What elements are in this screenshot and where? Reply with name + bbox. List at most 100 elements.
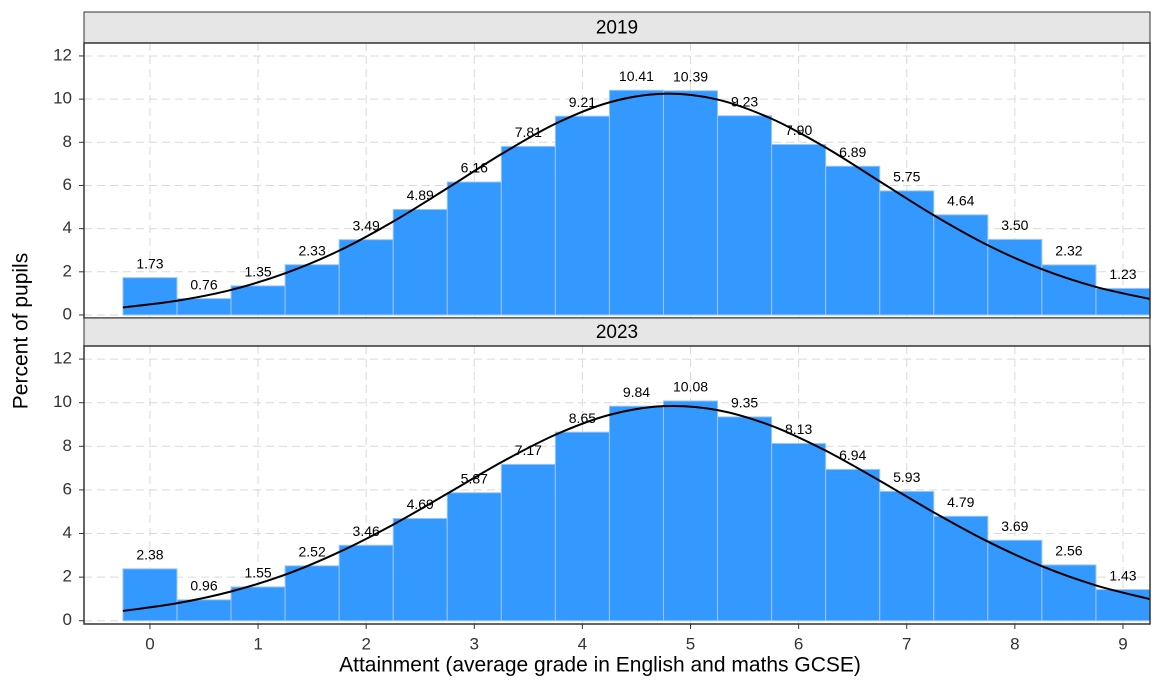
bar <box>717 416 773 622</box>
value-label: 1.35 <box>244 264 271 280</box>
value-label: 7.17 <box>515 442 542 458</box>
value-label: 2.38 <box>136 547 163 563</box>
y-tick-label: 0 <box>63 304 72 323</box>
y-tick-label: 12 <box>53 45 72 64</box>
value-label: 1.55 <box>244 565 271 581</box>
bar <box>987 238 1043 316</box>
bar <box>825 165 881 316</box>
value-label: 9.84 <box>623 384 650 400</box>
bar <box>176 298 232 316</box>
bar <box>446 181 502 316</box>
bar <box>284 565 340 622</box>
value-label: 5.75 <box>893 169 920 185</box>
y-axis-label: Percent of pupils <box>10 253 33 409</box>
value-label: 5.93 <box>893 469 920 485</box>
y-tick-label: 0 <box>63 610 72 629</box>
value-label: 10.08 <box>673 379 708 395</box>
value-label: 2.32 <box>1055 243 1082 259</box>
density-curve <box>122 404 1151 612</box>
value-label: 7.81 <box>515 124 542 140</box>
bar <box>392 517 448 622</box>
bar <box>825 468 881 622</box>
y-tick-label: 10 <box>53 392 72 411</box>
bar <box>554 115 610 316</box>
value-label: 3.49 <box>353 217 380 233</box>
strip <box>83 11 1151 44</box>
value-label: 2.56 <box>1055 543 1082 559</box>
bar <box>1095 589 1150 622</box>
value-label: 1.43 <box>1109 567 1136 583</box>
value-label: 4.69 <box>407 496 434 512</box>
value-label: 2.33 <box>298 242 325 258</box>
value-label: 9.21 <box>569 94 596 110</box>
y-tick-label: 2 <box>63 567 72 586</box>
value-label: 0.76 <box>190 276 217 292</box>
value-label: 4.64 <box>947 193 974 209</box>
x-tick-label: 7 <box>902 634 911 653</box>
x-tick-label: 3 <box>470 634 479 653</box>
x-tick-label: 6 <box>794 634 803 653</box>
value-label: 0.96 <box>190 578 217 594</box>
value-label: 10.41 <box>619 68 654 84</box>
bar <box>879 490 935 622</box>
y-tick-label: 8 <box>63 436 72 455</box>
bar <box>122 568 178 622</box>
bar <box>446 492 502 622</box>
bar <box>554 431 610 622</box>
bar <box>176 599 232 622</box>
value-label: 4.89 <box>407 187 434 203</box>
density-curve <box>122 92 1151 309</box>
value-label: 10.39 <box>673 68 708 84</box>
bar <box>230 586 286 622</box>
bar <box>608 405 664 622</box>
strip-title: 2023 <box>596 322 638 343</box>
bar <box>933 515 989 622</box>
x-axis-label: Attainment (average grade in English and… <box>339 654 861 677</box>
value-label: 6.89 <box>839 144 866 160</box>
bar <box>392 208 448 316</box>
y-tick-label: 8 <box>63 132 72 151</box>
value-label: 1.73 <box>136 255 163 271</box>
value-label: 6.16 <box>461 160 488 176</box>
y-tick-label: 10 <box>53 89 72 108</box>
bar <box>1041 564 1097 622</box>
x-tick-label: 1 <box>253 634 262 653</box>
bar <box>338 239 394 316</box>
plot-area <box>84 346 1150 624</box>
y-tick-label: 12 <box>53 349 72 368</box>
x-tick-label: 0 <box>145 634 154 653</box>
bar <box>879 190 935 316</box>
y-tick-label: 4 <box>63 523 72 542</box>
value-label: 9.35 <box>731 395 758 411</box>
x-tick-label: 4 <box>578 634 587 653</box>
value-label: 6.94 <box>839 447 866 463</box>
panel-border <box>83 345 1151 625</box>
x-tick-label: 2 <box>361 634 370 653</box>
bar <box>987 539 1043 622</box>
bar <box>122 277 178 316</box>
x-tick-label: 9 <box>1118 634 1127 653</box>
value-label: 2.52 <box>298 543 325 559</box>
value-label: 7.90 <box>785 122 812 138</box>
bar <box>338 544 394 622</box>
plot-area <box>84 43 1150 318</box>
strip-title: 2019 <box>596 18 638 39</box>
y-tick-label: 2 <box>63 261 72 280</box>
bar <box>500 145 556 316</box>
x-tick-label: 5 <box>686 634 695 653</box>
bar <box>284 264 340 316</box>
bar <box>662 400 719 622</box>
bar <box>771 442 827 622</box>
y-tick-label: 4 <box>63 218 72 237</box>
y-tick-label: 6 <box>63 479 72 498</box>
value-label: 3.50 <box>1001 217 1028 233</box>
x-tick-label: 8 <box>1010 634 1019 653</box>
value-label: 8.13 <box>785 421 812 437</box>
bar <box>662 90 719 316</box>
strip <box>83 317 1151 347</box>
value-label: 1.23 <box>1109 266 1136 282</box>
value-label: 3.69 <box>1001 518 1028 534</box>
bar <box>717 115 773 316</box>
value-label: 4.79 <box>947 494 974 510</box>
bar <box>230 285 286 316</box>
